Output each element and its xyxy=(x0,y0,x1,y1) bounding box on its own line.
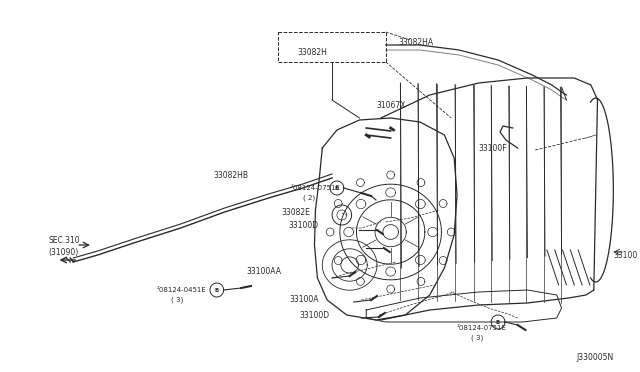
Text: SEC.310: SEC.310 xyxy=(49,235,81,244)
Text: 33100D: 33100D xyxy=(288,221,318,230)
Text: J330005N: J330005N xyxy=(576,353,613,362)
Text: ( 3): ( 3) xyxy=(471,335,483,341)
Text: ( 2): ( 2) xyxy=(303,195,315,201)
Text: 31067X: 31067X xyxy=(376,100,406,109)
Text: B: B xyxy=(335,186,339,190)
Text: ²08124-0751E: ²08124-0751E xyxy=(291,185,341,191)
Text: B: B xyxy=(496,320,500,324)
Text: 33082HB: 33082HB xyxy=(213,170,248,180)
Text: 33082H: 33082H xyxy=(298,48,328,57)
Text: ( 3): ( 3) xyxy=(171,297,183,303)
Text: 33100A: 33100A xyxy=(289,295,319,305)
Text: ²08124-0751E: ²08124-0751E xyxy=(457,325,507,331)
Text: 33082HA: 33082HA xyxy=(399,38,433,46)
Text: (31090): (31090) xyxy=(49,247,79,257)
Text: ²08124-0451E: ²08124-0451E xyxy=(156,287,206,293)
Text: 33082E: 33082E xyxy=(281,208,310,217)
Text: 33100AA: 33100AA xyxy=(246,267,281,276)
Text: 33100: 33100 xyxy=(613,250,637,260)
Text: 33100D: 33100D xyxy=(300,311,330,320)
Text: 33100F: 33100F xyxy=(479,144,507,153)
Text: B: B xyxy=(214,288,219,292)
